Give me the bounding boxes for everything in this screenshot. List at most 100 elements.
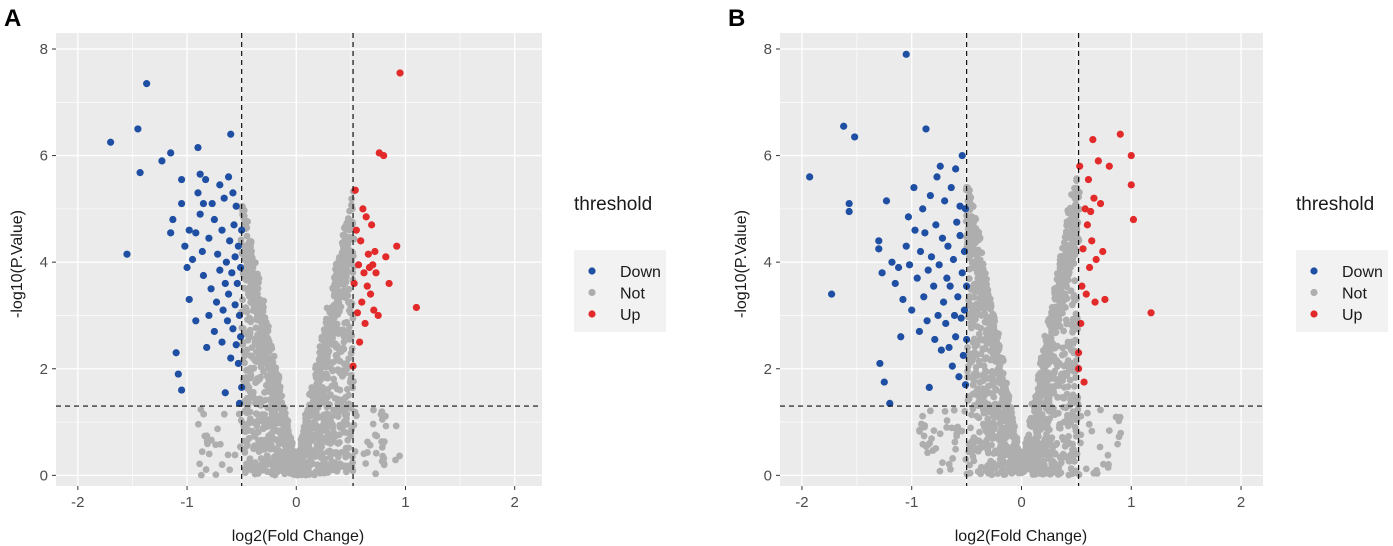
point-not — [1014, 448, 1022, 456]
point-down — [939, 298, 948, 306]
point-not — [1061, 290, 1069, 298]
point-not — [1073, 225, 1081, 233]
point-up — [1080, 378, 1088, 386]
point-down — [221, 389, 229, 397]
point-down — [107, 138, 115, 146]
point-not — [248, 254, 256, 262]
point-not — [970, 376, 978, 384]
point-down — [882, 197, 891, 205]
point-not — [378, 443, 386, 451]
point-not — [1044, 318, 1052, 326]
point-down — [205, 311, 213, 320]
x-tick-label: -2 — [71, 494, 84, 511]
point-not — [265, 347, 273, 355]
point-not — [301, 411, 309, 419]
legend-label-not: Not — [1342, 286, 1367, 303]
point-not — [343, 468, 350, 476]
point-not — [255, 332, 263, 339]
point-not — [331, 280, 339, 288]
point-up — [1127, 151, 1135, 160]
point-up — [412, 303, 421, 312]
point-up — [1092, 255, 1100, 264]
point-not — [958, 427, 966, 435]
point-not — [259, 322, 267, 330]
point-not — [320, 348, 328, 356]
point-down — [943, 274, 951, 282]
point-not — [971, 246, 979, 254]
point-not — [1009, 432, 1016, 440]
point-not — [1116, 413, 1124, 421]
point-not — [316, 413, 324, 421]
point-not — [945, 460, 953, 468]
point-down — [232, 341, 240, 349]
point-not — [970, 335, 978, 343]
point-not — [1024, 433, 1032, 441]
point-not — [259, 397, 267, 405]
point-not — [335, 294, 343, 302]
point-not — [987, 300, 995, 308]
point-down — [212, 298, 221, 306]
point-not — [964, 373, 971, 381]
point-down — [219, 306, 227, 314]
point-down — [905, 261, 914, 269]
point-not — [1050, 389, 1058, 397]
point-not — [286, 457, 294, 464]
point-down — [233, 279, 241, 288]
point-not — [1048, 308, 1055, 316]
y-tick-label: 8 — [764, 41, 772, 58]
point-down — [236, 263, 245, 272]
point-not — [300, 427, 307, 435]
point-not — [322, 412, 330, 419]
point-down — [945, 343, 953, 352]
point-down — [931, 335, 939, 344]
legend-label-down: Down — [620, 264, 661, 281]
point-not — [198, 448, 206, 456]
point-not — [1057, 459, 1065, 467]
point-down — [227, 354, 235, 362]
legend-title: threshold — [1296, 194, 1374, 215]
point-not — [1033, 451, 1041, 459]
point-not — [250, 355, 258, 363]
point-down — [143, 80, 151, 88]
point-down — [208, 199, 216, 208]
point-up — [374, 311, 382, 320]
point-not — [266, 371, 274, 379]
point-not — [343, 385, 351, 393]
point-up — [396, 69, 404, 77]
x-tick-label: 0 — [1017, 494, 1025, 511]
point-down — [902, 50, 910, 58]
point-down — [934, 311, 942, 320]
point-not — [360, 450, 368, 458]
point-not — [929, 447, 937, 454]
point-down — [878, 269, 886, 277]
point-not — [1059, 297, 1067, 305]
point-not — [1054, 307, 1062, 315]
point-not — [990, 325, 998, 333]
point-not — [243, 261, 251, 268]
point-not — [998, 374, 1006, 382]
point-up — [393, 242, 401, 250]
point-not — [226, 466, 234, 474]
point-down — [937, 346, 945, 354]
point-not — [1051, 450, 1059, 458]
point-down — [923, 317, 931, 325]
point-down — [228, 269, 236, 277]
point-not — [380, 454, 388, 462]
point-not — [248, 259, 256, 267]
point-not — [1051, 295, 1059, 303]
point-not — [1056, 264, 1064, 272]
point-not — [925, 440, 933, 448]
point-down — [232, 202, 240, 210]
point-not — [967, 204, 975, 212]
point-down — [949, 255, 958, 264]
point-not — [1084, 409, 1091, 417]
point-not — [328, 313, 336, 321]
point-not — [261, 388, 268, 396]
point-not — [304, 441, 312, 449]
point-down — [888, 258, 896, 266]
point-down — [961, 381, 970, 389]
point-not — [349, 314, 357, 322]
point-not — [1063, 371, 1071, 379]
point-down — [880, 378, 888, 386]
point-down — [958, 151, 966, 160]
